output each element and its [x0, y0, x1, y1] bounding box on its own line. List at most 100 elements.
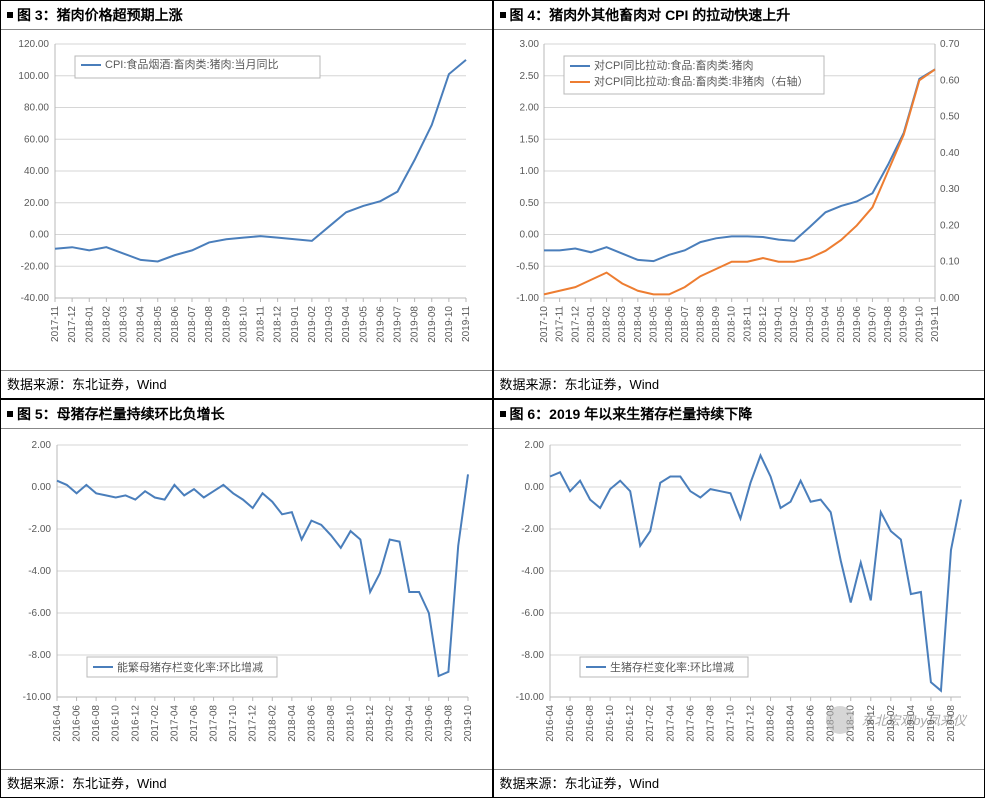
- svg-text:2018-08: 2018-08: [204, 306, 215, 343]
- svg-text:0.30: 0.30: [940, 184, 960, 195]
- svg-text:40.00: 40.00: [24, 166, 49, 177]
- svg-text:2018-05: 2018-05: [648, 306, 659, 343]
- cell-chart-3: 图 3：猪肉价格超预期上涨 -40.00-20.000.0020.0040.00…: [0, 0, 493, 399]
- svg-text:2019-01: 2019-01: [773, 306, 784, 343]
- svg-text:-6.00: -6.00: [521, 608, 544, 619]
- chart-grid: 图 3：猪肉价格超预期上涨 -40.00 -20.00 0.00 20.00 40.00…: [0, 0, 985, 798]
- svg-text:2016-06: 2016-06: [72, 705, 83, 742]
- svg-text:2019-08: 2019-08: [883, 306, 894, 343]
- svg-text:2017-10: 2017-10: [539, 306, 550, 343]
- svg-text:对CPI同比拉动:食品:畜肉类:非猪肉（右轴）: 对CPI同比拉动:食品:畜肉类:非猪肉（右轴）: [594, 74, 809, 88]
- svg-text:2019-11: 2019-11: [930, 306, 941, 342]
- svg-text:-20.00: -20.00: [21, 261, 50, 272]
- chart-3-title-row: 图 3：猪肉价格超预期上涨: [1, 1, 492, 30]
- svg-text:2017-12: 2017-12: [248, 705, 259, 742]
- svg-text:2017-10: 2017-10: [228, 705, 239, 742]
- svg-text:2019-10: 2019-10: [914, 306, 925, 343]
- svg-text:-10.00: -10.00: [515, 692, 544, 703]
- chart-4-svg: -1.00-0.500.000.501.001.502.002.503.000.…: [500, 36, 975, 356]
- svg-text:2017-11: 2017-11: [50, 306, 61, 342]
- svg-text:2019-02: 2019-02: [385, 705, 396, 742]
- svg-text:2016-10: 2016-10: [111, 705, 122, 742]
- svg-text:2017-06: 2017-06: [685, 705, 696, 742]
- chart-5-source: 数据来源：东北证券，Wind: [1, 769, 492, 797]
- svg-text:120.00: 120.00: [18, 39, 49, 50]
- svg-text:0.50: 0.50: [519, 198, 539, 209]
- chart-5-title-row: 图 5：母猪存栏量持续环比负增长: [1, 400, 492, 429]
- cell-chart-5: 图 5：母猪存栏量持续环比负增长 -10.00-8.00-6.00-4.00-2…: [0, 399, 493, 798]
- svg-text:2018-07: 2018-07: [187, 306, 198, 343]
- svg-text:2018-06: 2018-06: [805, 705, 816, 742]
- svg-text:-1.00: -1.00: [516, 293, 539, 304]
- chart-4-source: 数据来源：东北证券，Wind: [494, 370, 985, 398]
- svg-text:2016-06: 2016-06: [565, 705, 576, 742]
- svg-text:2019-03: 2019-03: [804, 306, 815, 343]
- svg-text:2019-04: 2019-04: [905, 705, 916, 742]
- svg-text:2017-12: 2017-12: [570, 306, 581, 343]
- svg-text:2018-10: 2018-10: [346, 705, 357, 742]
- svg-text:2018-02: 2018-02: [601, 306, 612, 343]
- svg-text:2018-04: 2018-04: [136, 306, 147, 343]
- svg-text:0.70: 0.70: [940, 39, 960, 50]
- svg-text:0.20: 0.20: [940, 220, 960, 231]
- svg-text:2017-12: 2017-12: [67, 306, 78, 343]
- svg-text:2017-08: 2017-08: [705, 705, 716, 742]
- svg-text:2018-04: 2018-04: [785, 705, 796, 742]
- svg-text:CPI:食品烟酒:畜肉类:猪肉:当月同比: CPI:食品烟酒:畜肉类:猪肉:当月同比: [105, 57, 279, 71]
- svg-text:2019-08: 2019-08: [410, 306, 421, 343]
- cell-chart-6: 图 6：2019 年以来生猪存栏量持续下降 -10.00-8.00-6.00-4…: [493, 399, 985, 798]
- svg-text:2018-12: 2018-12: [365, 705, 376, 742]
- svg-text:0.00: 0.00: [519, 230, 539, 241]
- svg-text:2018-04: 2018-04: [287, 705, 298, 742]
- bullet-icon: [7, 411, 13, 417]
- svg-text:20.00: 20.00: [24, 198, 49, 209]
- svg-text:0.00: 0.00: [940, 293, 960, 304]
- bullet-icon: [7, 12, 13, 18]
- bullet-icon: [500, 411, 506, 417]
- svg-text:2.00: 2.00: [519, 103, 539, 114]
- svg-text:2018-01: 2018-01: [84, 306, 95, 343]
- svg-text:2019-05: 2019-05: [836, 306, 847, 343]
- svg-text:生猪存栏变化率:环比增减: 生猪存栏变化率:环比增减: [610, 660, 734, 674]
- svg-text:2019-06: 2019-06: [925, 705, 936, 742]
- svg-text:2016-04: 2016-04: [545, 705, 556, 742]
- svg-text:2017-04: 2017-04: [169, 705, 180, 742]
- svg-text:2019-11: 2019-11: [461, 306, 472, 342]
- svg-text:100.00: 100.00: [18, 71, 49, 82]
- svg-text:2018-07: 2018-07: [679, 306, 690, 343]
- svg-text:2016-04: 2016-04: [52, 705, 63, 742]
- chart-3-title: 图 3：猪肉价格超预期上涨: [17, 5, 183, 25]
- svg-text:2018-05: 2018-05: [153, 306, 164, 343]
- svg-text:2018-12: 2018-12: [757, 306, 768, 343]
- svg-text:2017-04: 2017-04: [665, 705, 676, 742]
- svg-text:2018-12: 2018-12: [865, 705, 876, 742]
- svg-text:2017-12: 2017-12: [745, 705, 756, 742]
- svg-text:2019-05: 2019-05: [358, 306, 369, 343]
- svg-text:2019-02: 2019-02: [789, 306, 800, 343]
- svg-text:2017-06: 2017-06: [189, 705, 200, 742]
- svg-text:2018-06: 2018-06: [306, 705, 317, 742]
- svg-text:2019-06: 2019-06: [375, 306, 386, 343]
- svg-text:2018-10: 2018-10: [726, 306, 737, 343]
- chart-3-wrap: -40.00-20.000.0020.0040.0060.0080.00100.…: [1, 30, 492, 370]
- svg-text:-40.00: -40.00: [21, 293, 50, 304]
- svg-text:2016-12: 2016-12: [625, 705, 636, 742]
- svg-text:2019-01: 2019-01: [290, 306, 301, 343]
- svg-text:1.00: 1.00: [519, 166, 539, 177]
- svg-text:2018-06: 2018-06: [664, 306, 675, 343]
- svg-text:0.60: 0.60: [940, 75, 960, 86]
- svg-text:2018-03: 2018-03: [617, 306, 628, 343]
- svg-text:0.10: 0.10: [940, 257, 960, 268]
- svg-text:2018-09: 2018-09: [221, 306, 232, 343]
- svg-text:-2.00: -2.00: [521, 524, 544, 535]
- svg-text:2019-08: 2019-08: [443, 705, 454, 742]
- svg-text:-6.00: -6.00: [28, 608, 51, 619]
- svg-text:2019-02: 2019-02: [307, 306, 318, 343]
- svg-text:2019-06: 2019-06: [851, 306, 862, 343]
- svg-text:2019-08: 2019-08: [945, 705, 956, 742]
- svg-text:2016-12: 2016-12: [130, 705, 141, 742]
- chart-4-wrap: -1.00-0.500.000.501.001.502.002.503.000.…: [494, 30, 985, 370]
- bullet-icon: [500, 12, 506, 18]
- svg-text:-8.00: -8.00: [521, 650, 544, 661]
- svg-text:2019-03: 2019-03: [324, 306, 335, 343]
